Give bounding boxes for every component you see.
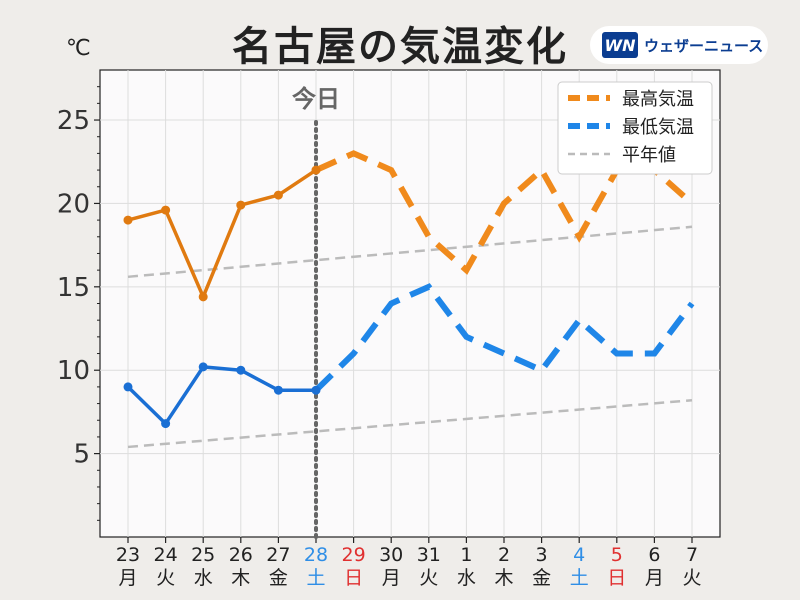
series-min-point xyxy=(311,385,321,395)
y-tick-label: 15 xyxy=(57,273,90,303)
x-tick-label-day: 月 xyxy=(118,567,137,589)
x-tick-label-day: 日 xyxy=(607,567,626,589)
x-tick-label-day: 水 xyxy=(457,567,476,589)
brand-badge: WN ウェザーニュース xyxy=(590,26,768,64)
series-min-observed-line xyxy=(126,365,316,426)
x-tick-label-day: 日 xyxy=(344,567,363,589)
x-tick-label-date: 2 xyxy=(498,544,510,566)
normal-temperature-line xyxy=(127,398,693,449)
x-tick-label-date: 25 xyxy=(191,544,215,566)
x-tick-label-date: 1 xyxy=(460,544,472,566)
x-tick-label-date: 27 xyxy=(266,544,290,566)
x-tick-label-date: 24 xyxy=(154,544,178,566)
x-tick-label-day: 金 xyxy=(269,567,288,589)
x-tick-label-date: 5 xyxy=(611,544,623,566)
x-tick-label-date: 6 xyxy=(648,544,660,566)
x-tick-label-date: 26 xyxy=(229,544,253,566)
x-tick-label-day: 水 xyxy=(194,567,213,589)
legend-label-max: 最高気温 xyxy=(622,89,694,110)
brand-logo-icon: WN xyxy=(602,32,638,58)
series-max-forecast-line xyxy=(314,150,694,275)
x-tick-label-day: 金 xyxy=(532,567,551,589)
x-tick-label-date: 30 xyxy=(379,544,403,566)
x-tick-label-day: 火 xyxy=(156,567,175,589)
normal-temperature-line xyxy=(127,225,693,279)
legend-box xyxy=(557,81,713,175)
series-max-point xyxy=(161,205,171,215)
series-min-point xyxy=(198,362,208,372)
y-tick-label: 5 xyxy=(73,440,90,470)
legend-label-min: 最低気温 xyxy=(622,117,694,138)
x-tick-label-day: 火 xyxy=(682,567,701,589)
x-tick-label-date: 31 xyxy=(417,544,441,566)
series-min-point xyxy=(161,419,171,429)
x-tick-label-day: 火 xyxy=(419,567,438,589)
series-max-point xyxy=(198,292,208,302)
x-tick-label-date: 3 xyxy=(536,544,548,566)
series-min-forecast-line xyxy=(313,283,695,393)
series-max-observed-line xyxy=(127,168,317,299)
series-max-point xyxy=(236,200,246,210)
series-max-point xyxy=(273,190,283,200)
brand-name: ウェザーニュース xyxy=(644,36,764,55)
x-tick-label-date: 4 xyxy=(573,544,585,566)
chart-title: 名古屋の気温変化 xyxy=(232,24,568,70)
x-tick-label-day: 月 xyxy=(645,567,664,589)
series-min-point xyxy=(236,365,246,375)
series-max-point xyxy=(123,215,133,225)
x-tick-label-day: 木 xyxy=(231,567,250,589)
series-max-point xyxy=(311,165,321,175)
series-min-point xyxy=(273,385,283,395)
x-tick-label-day: 土 xyxy=(570,567,589,589)
legend-label-normal: 平年値 xyxy=(622,145,676,166)
x-tick-label-date: 29 xyxy=(342,544,366,566)
y-tick-label: 25 xyxy=(57,106,90,136)
today-label: 今日 xyxy=(292,85,340,113)
grid-lines xyxy=(100,70,720,537)
series-min-point xyxy=(123,382,133,392)
x-tick-label-date: 23 xyxy=(116,544,140,566)
x-tick-label-day: 木 xyxy=(494,567,513,589)
y-tick-label: 10 xyxy=(57,356,90,386)
x-tick-label-day: 土 xyxy=(306,567,325,589)
y-tick-label: 20 xyxy=(57,189,90,219)
x-tick-label-day: 月 xyxy=(382,567,401,589)
y-axis-unit: ℃ xyxy=(66,36,91,61)
x-tick-label-date: 28 xyxy=(304,544,328,566)
x-tick-label-date: 7 xyxy=(686,544,698,566)
